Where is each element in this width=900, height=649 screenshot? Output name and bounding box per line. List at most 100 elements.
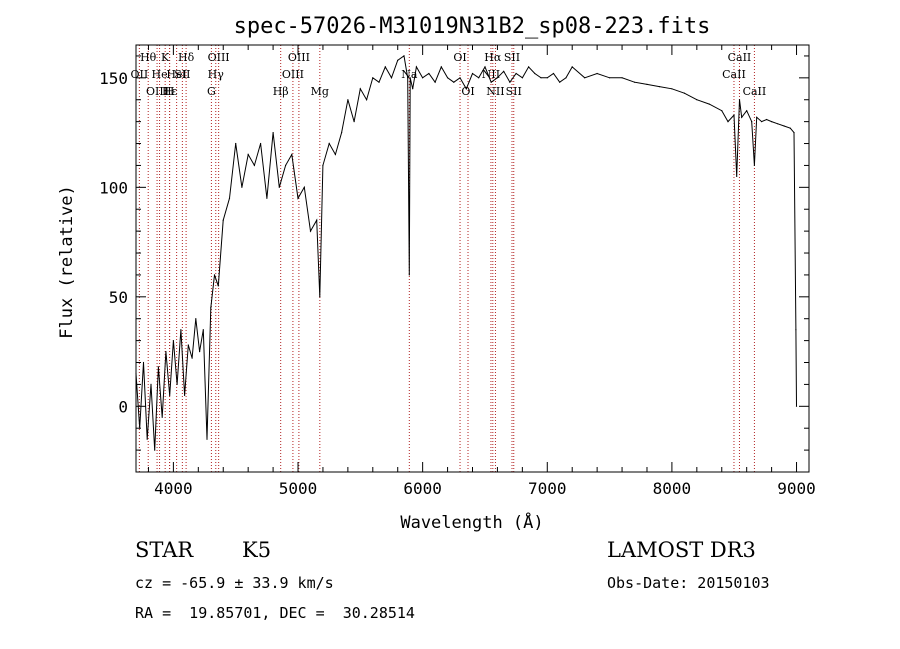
spectral-line-label: CaII	[722, 68, 746, 81]
spectral-line-label: K	[161, 51, 170, 64]
data-point	[372, 77, 374, 79]
data-point	[746, 110, 748, 112]
data-point	[154, 449, 156, 451]
spectral-line-label: H	[165, 85, 175, 98]
series-layer	[135, 55, 798, 451]
data-point	[521, 77, 524, 79]
data-point	[658, 86, 661, 88]
data-point	[434, 81, 436, 83]
data-point	[222, 219, 224, 221]
spectral-line-label: OIII	[288, 51, 310, 64]
data-point	[733, 114, 735, 116]
data-point	[509, 81, 511, 83]
data-point	[285, 164, 287, 166]
spectral-line-label: Hθ	[140, 51, 157, 64]
data-point	[751, 121, 753, 123]
x-tick-label: 6000	[403, 479, 442, 498]
data-point	[428, 72, 430, 75]
data-point	[771, 121, 773, 123]
x-tick-label: 4000	[154, 479, 193, 498]
x-tick-label: 8000	[653, 479, 692, 498]
data-point	[172, 340, 174, 342]
data-point	[408, 274, 410, 276]
data-point	[309, 230, 312, 232]
data-point	[161, 416, 163, 418]
spectral-line-label: HeI	[166, 68, 186, 81]
data-point	[390, 77, 393, 79]
spectral-line-label: Hδ	[178, 51, 195, 64]
data-point	[146, 438, 148, 440]
spectral-line-label: Mg	[311, 85, 329, 98]
data-point	[727, 121, 729, 123]
data-point	[708, 103, 710, 105]
data-point	[528, 66, 530, 68]
line-labels: Hθ OII He OIII K H HeI Hε Hδ SII OIII Hγ G Hβ OIII OIII…	[131, 51, 767, 98]
data-point	[247, 153, 249, 156]
data-point	[253, 164, 255, 166]
data-point	[334, 153, 336, 156]
data-point	[721, 110, 723, 112]
data-point	[540, 77, 542, 79]
spectral-line-label: Hβ	[273, 85, 289, 98]
data-point	[191, 357, 193, 359]
y-tick-label: 0	[118, 397, 128, 416]
data-point	[266, 197, 268, 199]
spectral-line-label: CaII	[743, 85, 767, 98]
data-point	[503, 70, 505, 72]
data-point	[328, 142, 330, 145]
x-tick-label: 9000	[777, 479, 816, 498]
data-point	[490, 81, 492, 83]
x-tick-label: 5000	[279, 479, 318, 498]
series-spectrum	[135, 55, 797, 451]
data-point	[633, 81, 636, 83]
data-point	[465, 88, 467, 90]
data-point	[484, 66, 486, 68]
data-point	[777, 123, 779, 125]
data-point	[478, 77, 480, 79]
data-point	[206, 438, 208, 440]
data-point	[409, 77, 411, 79]
data-point	[761, 121, 763, 123]
spectral-line-label: OIII	[208, 51, 230, 64]
data-point	[546, 77, 548, 79]
data-point	[571, 66, 573, 68]
data-point	[403, 55, 405, 57]
data-point	[278, 186, 280, 188]
data-point	[515, 72, 517, 75]
data-point	[169, 394, 171, 396]
y-tick-label: 50	[109, 288, 128, 307]
data-point	[793, 132, 795, 134]
data-point	[228, 197, 231, 199]
data-point	[696, 99, 698, 101]
data-point	[565, 77, 567, 79]
data-point	[353, 121, 355, 123]
data-point	[789, 127, 791, 129]
data-point	[440, 66, 442, 68]
spectral-line-label: SII	[174, 68, 190, 81]
y-tick-label: 150	[99, 69, 128, 88]
data-point	[272, 132, 274, 134]
spectral-line-label: OIII	[282, 68, 304, 81]
chart-title: spec-57026-M31019N31B2_sp08-223.fits	[234, 14, 711, 39]
spectral-line-label: Hα	[484, 51, 502, 64]
data-point	[378, 81, 380, 83]
data-point	[341, 132, 343, 134]
data-point	[407, 77, 409, 79]
data-point	[671, 88, 673, 90]
data-point	[366, 99, 368, 101]
data-point	[150, 383, 152, 385]
data-point	[783, 125, 785, 127]
spectral-line-label: OI	[453, 51, 466, 64]
data-point	[347, 99, 349, 101]
data-point	[180, 329, 182, 331]
data-point	[741, 116, 743, 118]
data-point	[291, 153, 293, 156]
data-point	[316, 219, 318, 221]
spectral-line-label: SII	[504, 51, 520, 64]
x-axis-label: Wavelength (Å)	[400, 511, 543, 533]
object-subclass: K5	[242, 538, 272, 562]
plot-frame	[135, 44, 810, 473]
data-point	[753, 164, 756, 166]
data-point	[795, 329, 797, 331]
data-point	[397, 59, 399, 61]
